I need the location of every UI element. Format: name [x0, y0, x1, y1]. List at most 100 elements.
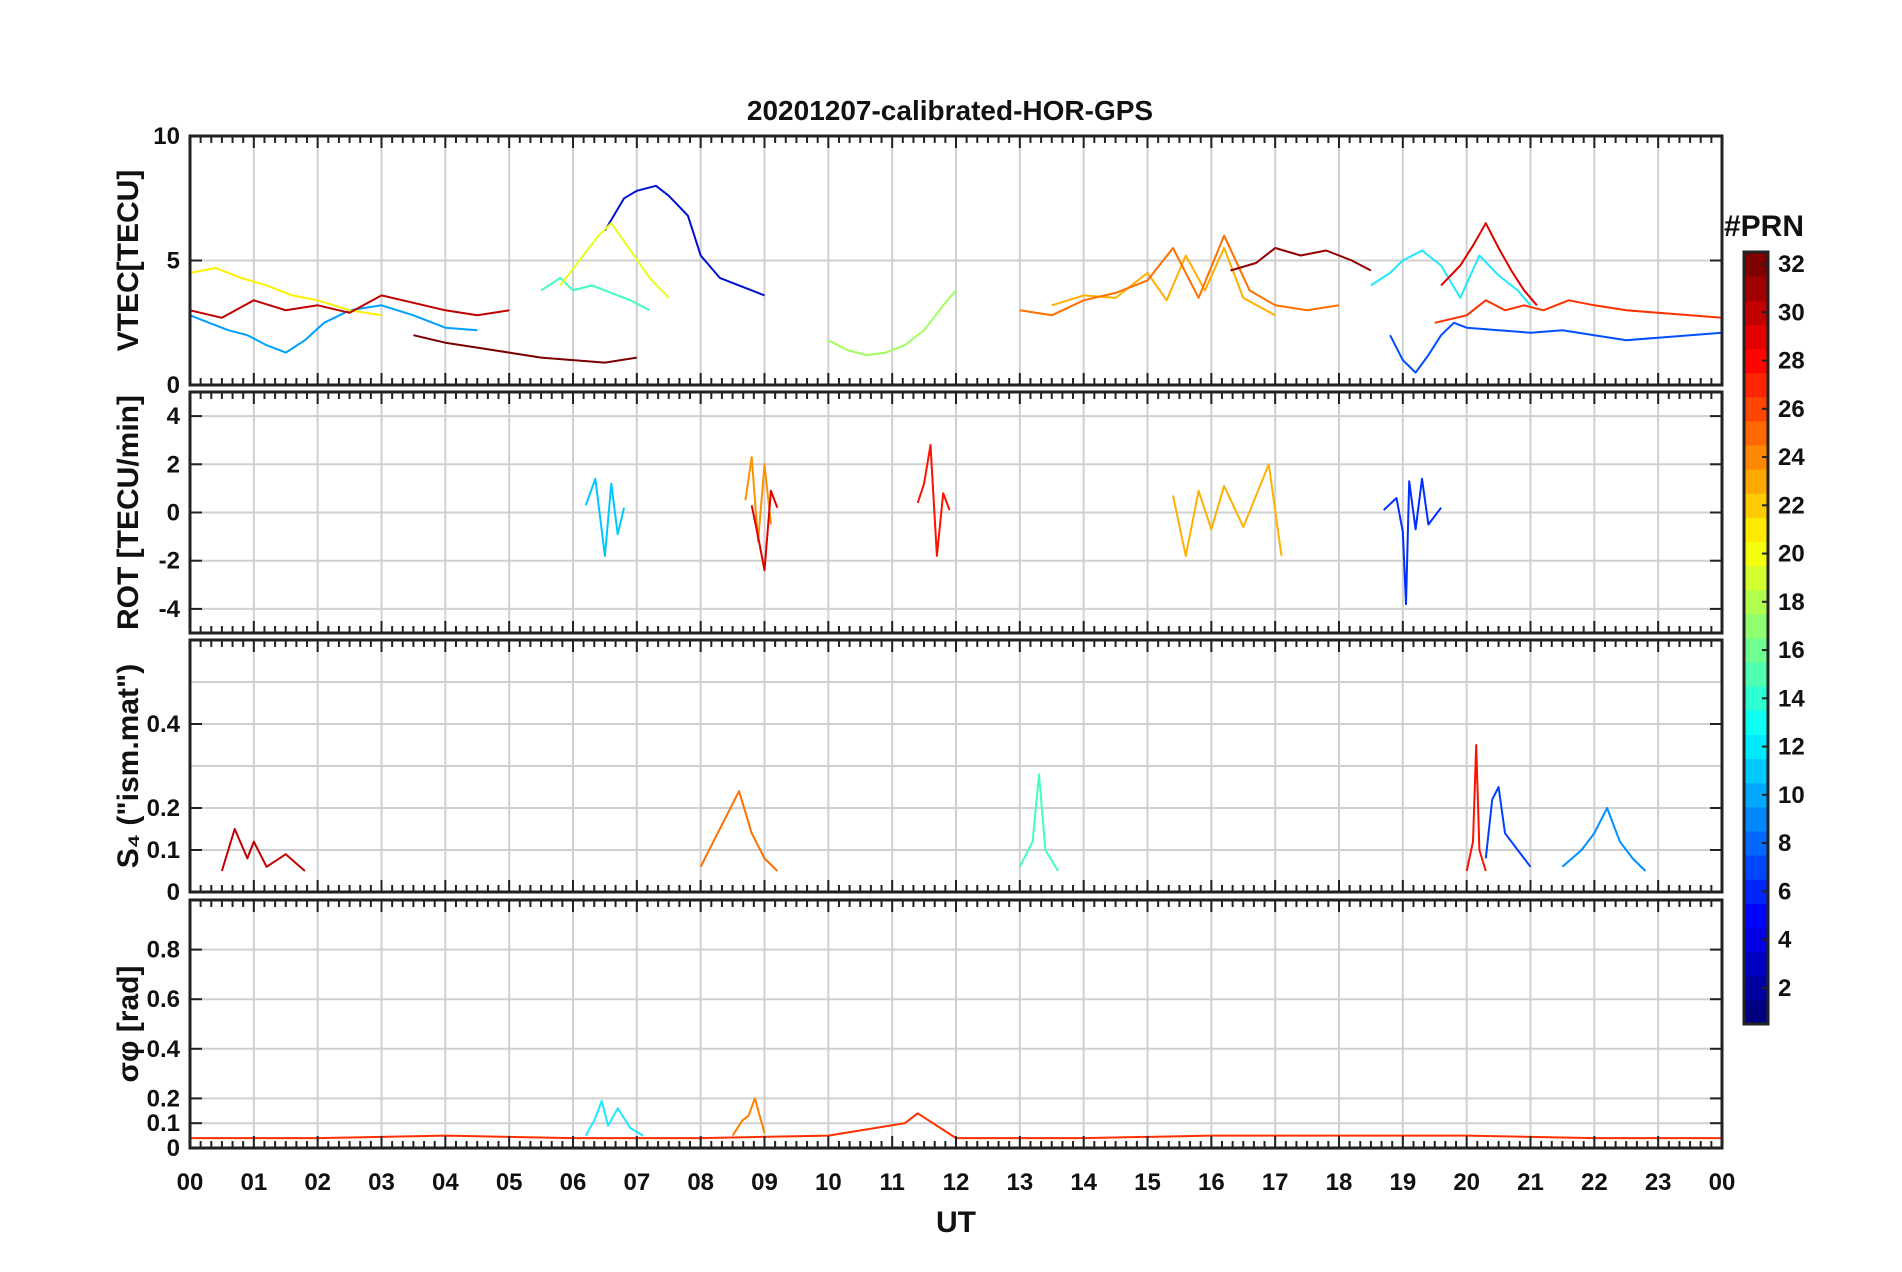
x-tick-label: 02 — [304, 1169, 331, 1196]
colorbar-tick-label: 28 — [1778, 348, 1805, 375]
series-prn-25 — [1019, 234, 1340, 317]
panel-rot: -4 -2 0 2 4 ROT [TECU/min] — [112, 390, 1724, 635]
panel-sigphi: 00.10.2 0.4 0.6 0.8σφ [rad] — [112, 898, 1724, 1162]
colorbar-label: #PRN — [1724, 210, 1804, 243]
series-prn-23 — [1172, 463, 1283, 557]
colorbar-tick-label: 32 — [1778, 251, 1805, 278]
series-prn-30 — [220, 828, 306, 872]
series-prn-29 — [1440, 222, 1538, 306]
y-tick-label: -2 — [159, 548, 180, 575]
series-prn-28 — [1465, 744, 1487, 872]
y-axis-label: VTEC[TECU] — [112, 170, 145, 352]
x-tick-label: 22 — [1581, 1169, 1608, 1196]
y-tick-label: 4 — [167, 403, 181, 430]
colorbar-band — [1744, 613, 1768, 639]
x-tick-label: 09 — [751, 1169, 778, 1196]
series-prn-32 — [413, 334, 637, 364]
panel-vtec: 0 5 10 VTEC[TECU] — [112, 123, 1724, 399]
series-prn-2 — [604, 184, 765, 297]
series-prn-27 — [1434, 299, 1723, 324]
x-tick-label: 01 — [240, 1169, 267, 1196]
x-tick-label: 23 — [1645, 1169, 1672, 1196]
series-prn-30 — [189, 294, 510, 319]
panel-frame — [188, 134, 1724, 387]
y-tick-label: 5 — [167, 248, 180, 275]
colorbar-band — [1744, 372, 1768, 398]
y-axis-label: S₄ ("ism.mat") — [112, 664, 145, 868]
colorbar-band — [1744, 758, 1768, 784]
y-tick-label: 0 — [167, 879, 180, 906]
colorbar-tick-label: 24 — [1778, 444, 1805, 471]
series-prn-5 — [1389, 321, 1723, 374]
y-tick-label: 0.8 — [147, 937, 180, 964]
colorbar-band — [1744, 806, 1768, 832]
series-prn-11 — [584, 477, 626, 557]
x-axis-label: UT — [936, 1206, 976, 1239]
colorbar-band — [1744, 517, 1768, 542]
x-tick-label: 05 — [496, 1169, 523, 1196]
colorbar-tick-label: 6 — [1778, 878, 1791, 905]
series-prn-31 — [1230, 247, 1372, 272]
x-tick-label: 08 — [687, 1169, 714, 1196]
panel-frame — [188, 638, 1724, 894]
series-prn-10 — [1561, 807, 1647, 872]
x-tick-label: 17 — [1262, 1169, 1289, 1196]
colorbar-band — [1744, 855, 1768, 880]
series-prn-6 — [1484, 786, 1532, 868]
colorbar-tick-label: 16 — [1778, 637, 1805, 664]
x-tick-label: 21 — [1517, 1169, 1544, 1196]
colorbar-band — [1744, 662, 1768, 687]
x-axis: 00 01 02 03 04 05 06 07 08 09 10 11 12 13 14 15 16 17 18 19… — [177, 1169, 1736, 1196]
colorbar-tick-label: 22 — [1778, 492, 1805, 519]
y-tick-label: 0.4 — [147, 1036, 181, 1063]
y-tick-label: 2 — [167, 451, 180, 478]
series-prn-4 — [1383, 477, 1442, 606]
x-tick-label: 04 — [432, 1169, 459, 1196]
colorbar-tick-label: 30 — [1778, 299, 1805, 326]
x-tick-label: 10 — [815, 1169, 842, 1196]
y-tick-label: 0.2 — [147, 1085, 180, 1112]
series-prn-28 — [916, 444, 951, 557]
y-axis-label: σφ [rad] — [112, 966, 145, 1083]
y-tick-label: 10 — [153, 123, 180, 150]
y-tick-label: 0.6 — [147, 986, 180, 1013]
colorbar-tick-label: 26 — [1778, 396, 1805, 423]
x-tick-label: 19 — [1389, 1169, 1416, 1196]
colorbar-band — [1744, 710, 1768, 735]
x-tick-label: 12 — [943, 1169, 970, 1196]
y-tick-label: 0.1 — [147, 1110, 180, 1137]
colorbar-tick-label: 18 — [1778, 589, 1805, 616]
x-tick-label: 14 — [1070, 1169, 1097, 1196]
chart-title: 20201207-calibrated-HOR-GPS — [747, 95, 1153, 126]
panel-frame — [188, 390, 1724, 635]
x-tick-label: 15 — [1134, 1169, 1161, 1196]
series-prn-8 — [189, 304, 478, 354]
series-prn-12 — [584, 1099, 644, 1137]
colorbar-band — [1744, 999, 1768, 1025]
series-prn-21 — [189, 267, 382, 317]
colorbar-band — [1744, 951, 1768, 977]
y-tick-label: 0 — [167, 500, 180, 527]
x-tick-label: 00 — [1709, 1169, 1736, 1196]
series-prn-14 — [1018, 773, 1059, 872]
x-tick-label: 07 — [623, 1169, 650, 1196]
colorbar-tick-label: 10 — [1778, 782, 1805, 809]
colorbar-band — [1744, 420, 1768, 446]
y-axis-label: ROT [TECU/min] — [112, 395, 145, 630]
series-prn-14 — [540, 276, 651, 312]
colorbar-tick-label: 14 — [1778, 685, 1805, 712]
colorbar-tick-label: 20 — [1778, 541, 1805, 568]
y-tick-label: 0.1 — [147, 837, 180, 864]
series-prn-27 — [190, 1112, 1722, 1140]
colorbar-band — [1744, 469, 1768, 494]
colorbar-band — [1744, 324, 1768, 349]
y-tick-label: 0.4 — [147, 711, 181, 738]
x-tick-label: 11 — [879, 1169, 904, 1196]
colorbar-band — [1744, 276, 1768, 301]
series-prn-12 — [1370, 249, 1532, 306]
series-prn-25 — [699, 790, 779, 872]
series-prn-19 — [559, 222, 670, 299]
